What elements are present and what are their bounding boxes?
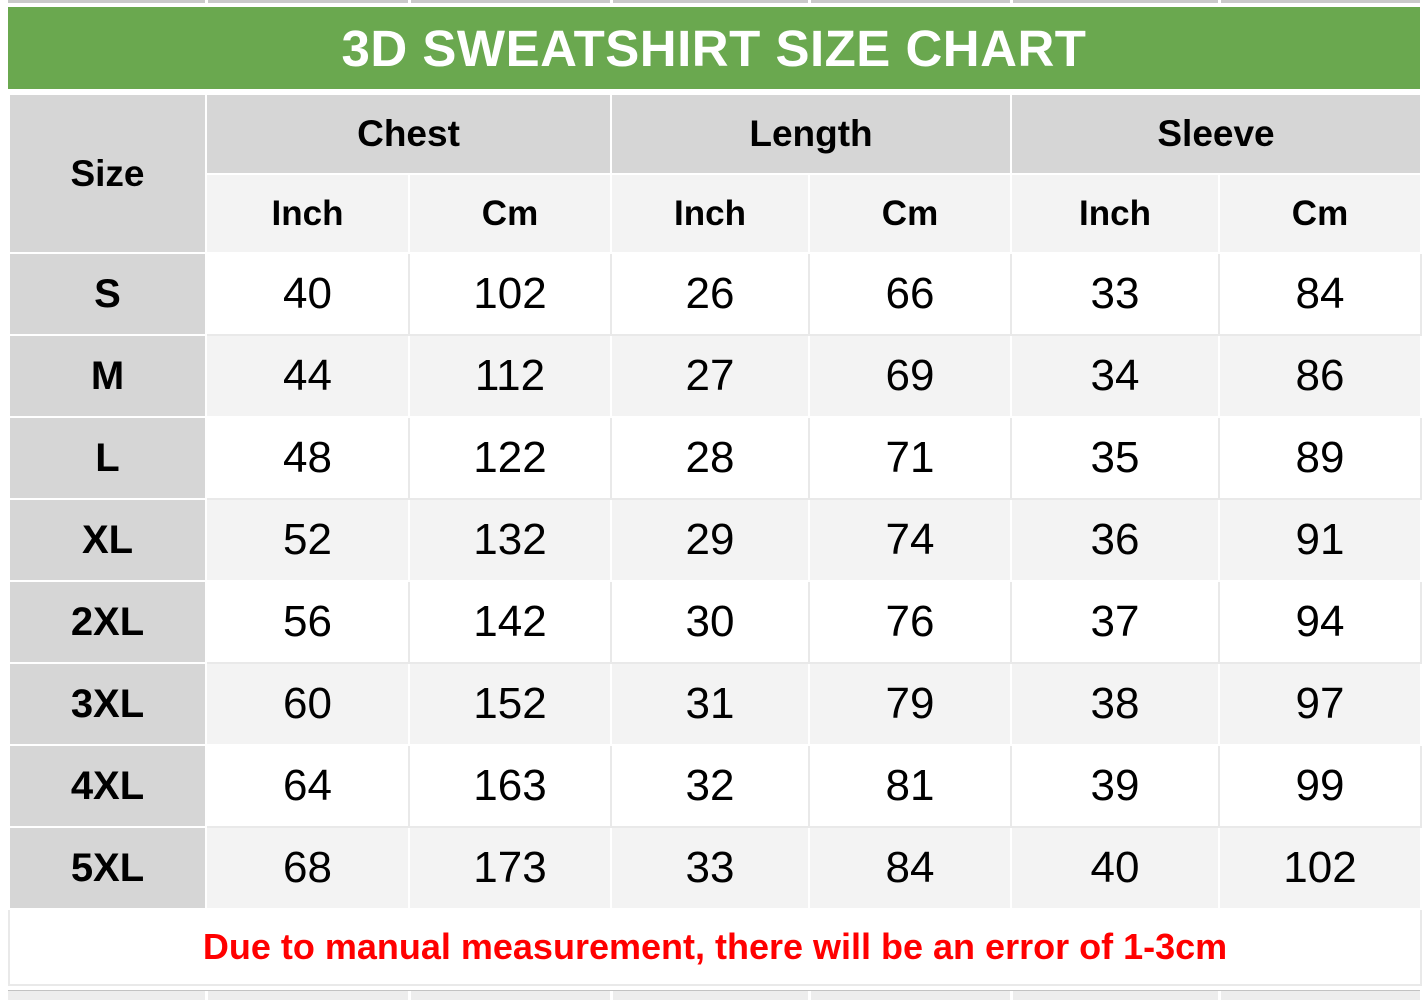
cell-chest-inch: 56 [205,580,410,664]
cell-sleeve-inch: 39 [1010,744,1220,828]
table-row-3xl: 3XL 60 152 31 79 38 97 [8,662,1422,746]
cell-length-cm: 84 [808,826,1012,910]
cell-chest-inch: 52 [205,498,410,582]
col-header-sleeve-cm: Cm [1218,173,1422,254]
cell-length-inch: 27 [610,334,810,418]
col-header-chest-cm: Cm [408,173,612,254]
cell-chest-inch: 44 [205,334,410,418]
gridline-break [610,991,613,1000]
cell-chest-cm: 152 [408,662,612,746]
cell-length-cm: 74 [808,498,1012,582]
cell-length-cm: 79 [808,662,1012,746]
cell-length-inch: 31 [610,662,810,746]
cell-sleeve-inch: 33 [1010,252,1220,336]
col-header-chest-inch: Inch [205,173,410,254]
cell-sleeve-inch: 35 [1010,416,1220,500]
cell-sleeve-cm: 86 [1218,334,1422,418]
cell-chest-cm: 173 [408,826,612,910]
cell-chest-cm: 163 [408,744,612,828]
cell-sleeve-cm: 91 [1218,498,1422,582]
gridline-break [1010,991,1013,1000]
gridline-break [1218,991,1221,1000]
col-group-sleeve: Sleeve [1010,93,1422,175]
gridline-break [1218,0,1221,3]
gridline-break [808,991,811,1000]
row-header-xl: XL [8,498,207,582]
cell-chest-cm: 102 [408,252,612,336]
cell-length-inch: 28 [610,416,810,500]
cell-chest-inch: 48 [205,416,410,500]
size-chart-table: Size Chest Length Sleeve Inch Cm Inch Cm… [8,93,1422,986]
cell-chest-inch: 40 [205,252,410,336]
row-header-4xl: 4XL [8,744,207,828]
cell-length-cm: 69 [808,334,1012,418]
col-group-chest: Chest [205,93,612,175]
row-header-m: M [8,334,207,418]
cell-length-cm: 81 [808,744,1012,828]
gridline-break [205,991,208,1000]
table-row-xl: XL 52 132 29 74 36 91 [8,498,1422,582]
row-header-l: L [8,416,207,500]
cell-chest-cm: 132 [408,498,612,582]
table-row-4xl: 4XL 64 163 32 81 39 99 [8,744,1422,828]
cell-sleeve-inch: 40 [1010,826,1220,910]
cell-sleeve-inch: 36 [1010,498,1220,582]
cell-sleeve-cm: 97 [1218,662,1422,746]
cell-chest-inch: 68 [205,826,410,910]
cell-sleeve-cm: 84 [1218,252,1422,336]
cell-length-inch: 33 [610,826,810,910]
cell-chest-cm: 122 [408,416,612,500]
cell-chest-inch: 60 [205,662,410,746]
spreadsheet-bottom-row-edge [8,990,1420,1000]
note-row: Due to manual measurement, there will be… [8,908,1422,986]
col-header-length-inch: Inch [610,173,810,254]
cell-length-cm: 76 [808,580,1012,664]
col-header-sleeve-inch: Inch [1010,173,1220,254]
cell-chest-cm: 142 [408,580,612,664]
gridline-break [1010,0,1013,3]
header-sub-row: Inch Cm Inch Cm Inch Cm [9,173,1422,254]
cell-sleeve-cm: 102 [1218,826,1422,910]
cell-length-inch: 32 [610,744,810,828]
cell-length-cm: 71 [808,416,1012,500]
gridline-break [205,0,208,3]
table-row-5xl: 5XL 68 173 33 84 40 102 [8,826,1422,910]
cell-sleeve-inch: 37 [1010,580,1220,664]
cell-sleeve-cm: 94 [1218,580,1422,664]
col-header-length-cm: Cm [808,173,1012,254]
col-header-size: Size [8,93,207,254]
row-header-2xl: 2XL [8,580,207,664]
spreadsheet-top-row-edge [8,0,1420,3]
table-row-s: S 40 102 26 66 33 84 [8,252,1422,336]
row-header-5xl: 5XL [8,826,207,910]
table-row-m: M 44 112 27 69 34 86 [8,334,1422,418]
table-row-l: L 48 122 28 71 35 89 [8,416,1422,500]
chart-title: 3D SWEATSHIRT SIZE CHART [341,19,1087,77]
cell-sleeve-cm: 99 [1218,744,1422,828]
cell-sleeve-inch: 34 [1010,334,1220,418]
col-group-length: Length [610,93,1012,175]
cell-sleeve-inch: 38 [1010,662,1220,746]
gridline-break [408,0,411,3]
row-header-s: S [8,252,207,336]
cell-length-cm: 66 [808,252,1012,336]
cell-sleeve-cm: 89 [1218,416,1422,500]
gridline-break [610,0,613,3]
cell-chest-inch: 64 [205,744,410,828]
table-row-2xl: 2XL 56 142 30 76 37 94 [8,580,1422,664]
gridline-break [808,0,811,3]
cell-length-inch: 30 [610,580,810,664]
cell-length-inch: 29 [610,498,810,582]
chart-title-bar: 3D SWEATSHIRT SIZE CHART [8,7,1420,89]
header-group-row: Size Chest Length Sleeve [8,93,1422,254]
row-header-3xl: 3XL [8,662,207,746]
measurement-note: Due to manual measurement, there will be… [8,908,1422,986]
gridline-break [408,991,411,1000]
cell-length-inch: 26 [610,252,810,336]
cell-chest-cm: 112 [408,334,612,418]
